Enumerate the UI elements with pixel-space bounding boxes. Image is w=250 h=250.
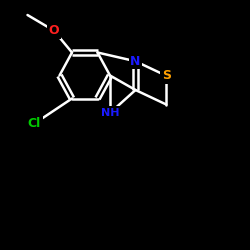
Text: Cl: Cl [28, 117, 41, 130]
Text: S: S [162, 69, 171, 82]
Text: NH: NH [101, 108, 119, 118]
Text: N: N [130, 55, 141, 68]
Text: O: O [48, 24, 59, 37]
